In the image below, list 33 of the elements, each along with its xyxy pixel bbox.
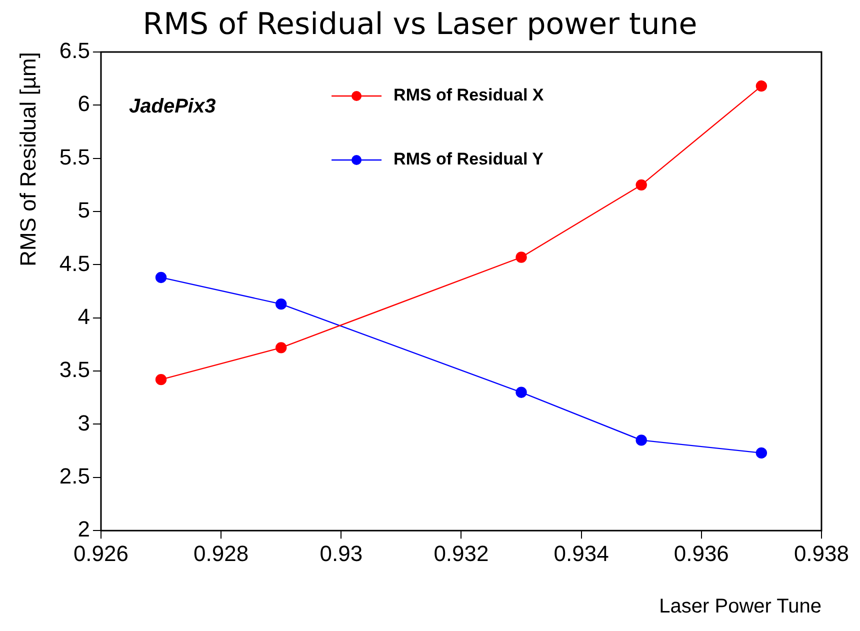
x-tick-label: 0.932 [434,540,489,566]
y-tick-label: 3.5 [59,357,90,382]
point [516,386,527,398]
x-axis-title: Laser Power Tune [659,596,822,618]
y-tick-label: 4 [78,304,90,329]
y-tick-label: 2 [78,516,90,542]
y-tick-label: 6.5 [59,38,90,64]
point [756,447,768,459]
point [636,179,647,191]
y-tick-label: 2.5 [59,463,90,488]
y-axis-title: RMS of Residual [µm] [15,52,40,266]
point [276,298,287,310]
x-tick-label: 0.93 [320,540,363,566]
chart-title: RMS of Residual vs Laser power tune [142,6,698,42]
y-tick-label: 4.5 [59,250,90,276]
legend-label: RMS of Residual X [394,86,544,105]
y-tick-label: 5 [78,198,90,223]
y-tick-label: 5.5 [59,144,90,170]
y-tick-label: 3 [78,410,90,436]
legend-label: RMS of Residual Y [394,150,544,169]
point [155,272,167,284]
point [155,374,167,386]
x-tick-label: 0.928 [194,540,249,566]
x-tick-label: 0.936 [674,540,729,566]
point [636,434,647,446]
x-tick-label: 0.926 [73,540,129,566]
point [756,80,768,92]
x-tick-label: 0.934 [554,540,609,566]
annotation: JadePix3 [128,96,216,118]
point [516,252,527,263]
y-tick-label: 6 [78,91,90,116]
x-tick-label: 0.938 [794,540,850,566]
point [276,342,287,354]
